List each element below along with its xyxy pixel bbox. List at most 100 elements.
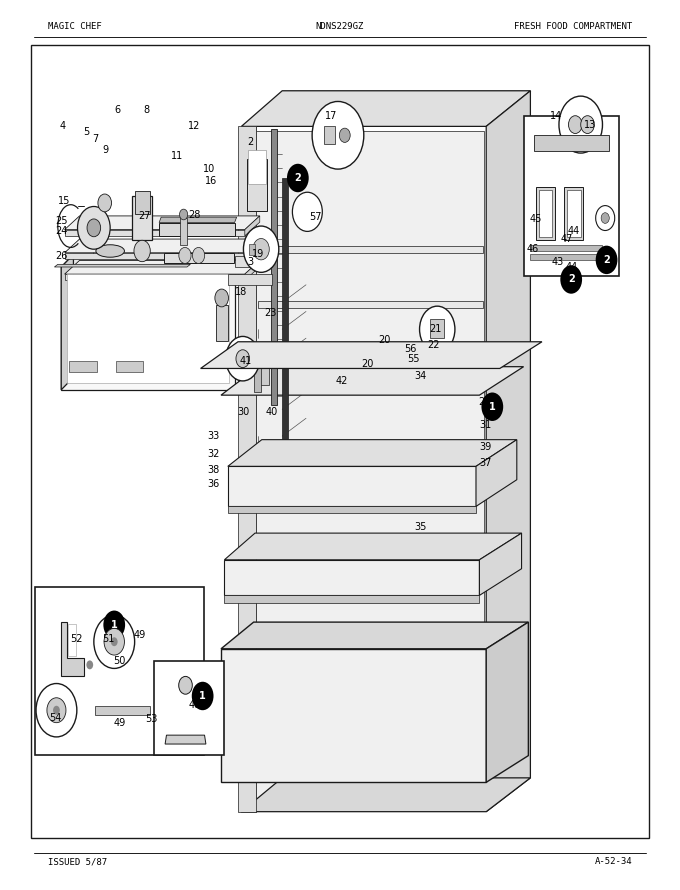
Polygon shape — [65, 274, 245, 280]
Text: A-52-34: A-52-34 — [595, 857, 632, 866]
Text: ISSUED 5/87: ISSUED 5/87 — [48, 857, 107, 866]
Circle shape — [312, 101, 364, 169]
Circle shape — [481, 392, 503, 421]
Text: 47: 47 — [561, 233, 573, 244]
Text: 38: 38 — [207, 465, 220, 475]
Circle shape — [192, 247, 205, 263]
Polygon shape — [228, 466, 476, 506]
Text: 24: 24 — [55, 225, 67, 236]
Circle shape — [253, 239, 269, 260]
Circle shape — [236, 350, 250, 368]
Polygon shape — [221, 622, 528, 649]
Polygon shape — [159, 222, 235, 236]
Text: 42: 42 — [336, 376, 348, 386]
Polygon shape — [241, 91, 530, 126]
Polygon shape — [530, 245, 602, 251]
Text: 29: 29 — [478, 397, 490, 408]
Circle shape — [339, 128, 350, 142]
Bar — [216, 305, 228, 341]
Text: 13: 13 — [584, 119, 596, 130]
Text: 40: 40 — [266, 407, 278, 417]
Text: 2: 2 — [294, 173, 301, 183]
Bar — [180, 218, 187, 245]
Circle shape — [601, 213, 609, 223]
Polygon shape — [530, 254, 602, 260]
Bar — [116, 361, 143, 372]
Circle shape — [215, 289, 228, 307]
Text: 30: 30 — [237, 407, 250, 417]
Bar — [324, 126, 335, 144]
Text: 15: 15 — [58, 196, 71, 206]
Polygon shape — [258, 301, 483, 308]
Polygon shape — [221, 649, 486, 782]
Bar — [243, 131, 484, 807]
Text: 5: 5 — [83, 126, 90, 137]
Text: 46: 46 — [527, 244, 539, 255]
Bar — [534, 135, 609, 151]
Bar — [249, 244, 255, 255]
Text: 44: 44 — [568, 226, 580, 237]
Text: 49: 49 — [114, 717, 126, 728]
Polygon shape — [224, 533, 522, 560]
Text: 8: 8 — [143, 105, 150, 116]
Bar — [35, 587, 204, 755]
Circle shape — [581, 116, 594, 134]
Circle shape — [103, 611, 125, 639]
Text: 33: 33 — [207, 431, 220, 441]
Text: MAGIC CHEF: MAGIC CHEF — [48, 22, 101, 31]
Text: 32: 32 — [207, 449, 220, 459]
Polygon shape — [54, 264, 190, 267]
Text: 11: 11 — [171, 150, 184, 161]
Circle shape — [47, 698, 66, 723]
Text: 31: 31 — [479, 420, 492, 431]
Bar — [567, 190, 581, 237]
Text: 51: 51 — [103, 634, 115, 644]
Bar — [539, 190, 552, 237]
Circle shape — [78, 206, 110, 249]
Polygon shape — [65, 261, 260, 274]
Text: 56: 56 — [405, 344, 417, 354]
Circle shape — [179, 676, 192, 694]
Polygon shape — [235, 256, 272, 267]
Polygon shape — [201, 342, 542, 368]
Polygon shape — [221, 367, 524, 395]
Circle shape — [111, 637, 118, 646]
Text: 49: 49 — [133, 630, 146, 641]
Text: 21: 21 — [429, 324, 441, 335]
Bar — [524, 116, 619, 276]
Circle shape — [596, 246, 617, 274]
Polygon shape — [65, 239, 260, 253]
Circle shape — [287, 164, 309, 192]
Circle shape — [179, 247, 191, 263]
Text: 45: 45 — [530, 214, 542, 224]
Bar — [282, 178, 288, 454]
Circle shape — [53, 706, 60, 715]
Polygon shape — [476, 440, 517, 506]
Bar — [257, 357, 269, 385]
Bar — [154, 661, 224, 755]
Text: 34: 34 — [414, 370, 426, 381]
Bar — [247, 159, 267, 211]
Text: 9: 9 — [102, 144, 109, 155]
Circle shape — [226, 336, 260, 381]
Text: 54: 54 — [50, 713, 62, 724]
Bar — [271, 129, 277, 405]
Bar — [67, 274, 229, 383]
Text: 26: 26 — [55, 251, 67, 262]
Text: 25: 25 — [55, 215, 67, 226]
Polygon shape — [479, 533, 522, 595]
Polygon shape — [238, 126, 256, 812]
Polygon shape — [165, 735, 206, 744]
Bar — [430, 319, 444, 338]
Circle shape — [568, 116, 582, 134]
Bar — [132, 196, 152, 240]
Polygon shape — [65, 253, 245, 259]
Text: 27: 27 — [139, 211, 151, 222]
Text: 28: 28 — [188, 210, 201, 221]
Text: 36: 36 — [207, 479, 220, 490]
Bar — [135, 191, 150, 214]
Text: 4: 4 — [59, 121, 66, 132]
Text: 22: 22 — [428, 340, 440, 351]
Polygon shape — [228, 506, 476, 513]
Circle shape — [420, 306, 455, 352]
